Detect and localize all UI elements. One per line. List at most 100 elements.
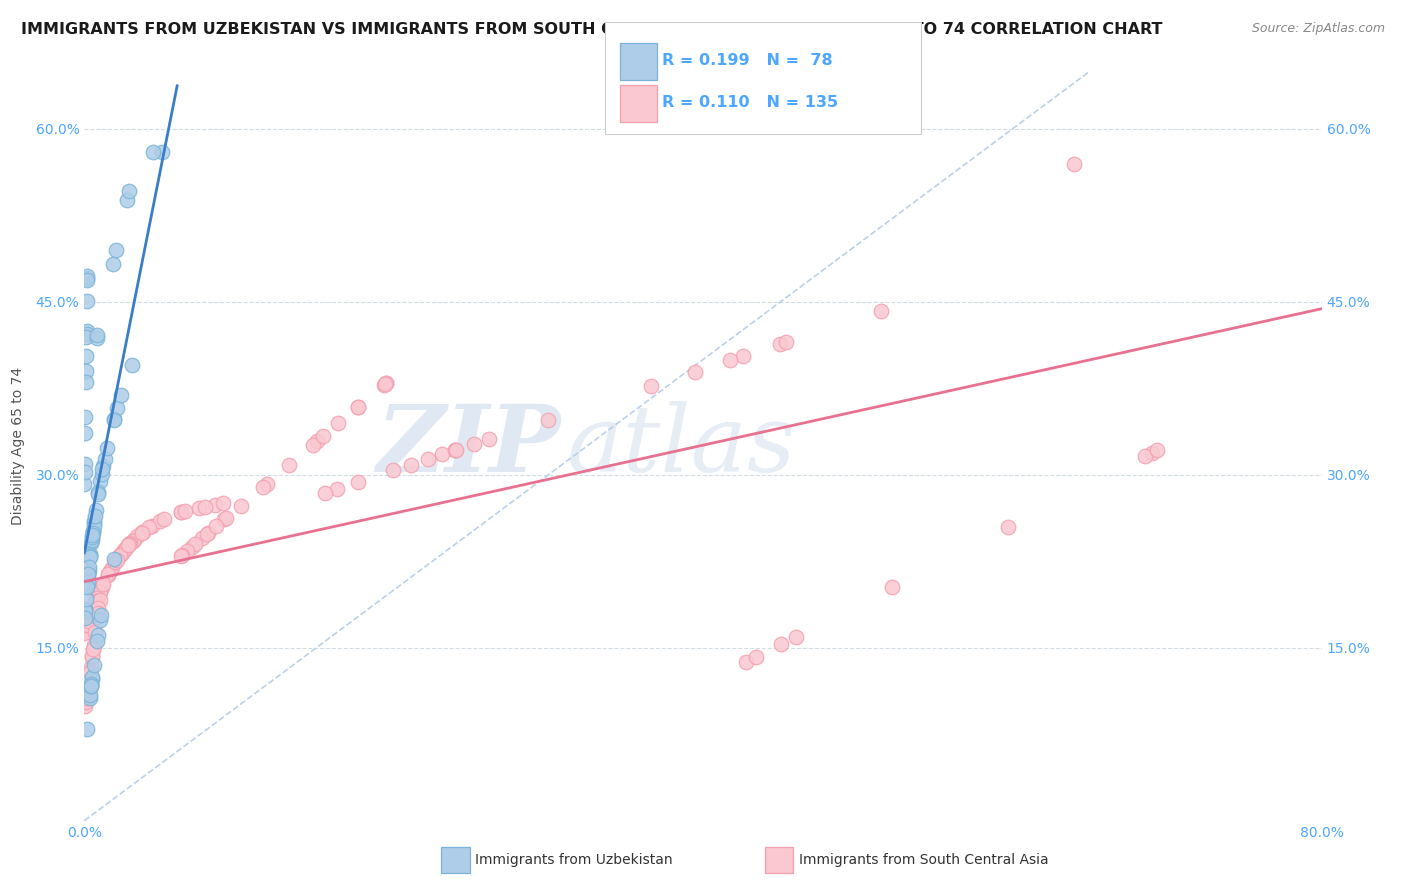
Point xyxy=(89,474,111,488)
Point xyxy=(77,565,100,579)
Point xyxy=(112,543,135,558)
Point xyxy=(75,622,97,636)
Point xyxy=(170,506,193,520)
Point xyxy=(93,451,115,466)
Point xyxy=(375,376,398,390)
Point xyxy=(79,665,101,679)
Point xyxy=(76,616,98,631)
Point xyxy=(89,614,111,628)
Point xyxy=(76,580,98,594)
Point xyxy=(374,376,396,391)
Point xyxy=(478,432,501,446)
Point xyxy=(79,549,101,563)
Point xyxy=(131,525,153,540)
Point xyxy=(73,625,96,640)
Point xyxy=(97,567,120,582)
Point xyxy=(75,410,97,425)
Point xyxy=(75,602,97,616)
Point xyxy=(735,656,758,670)
Point xyxy=(83,657,105,672)
Point xyxy=(374,376,396,391)
Point xyxy=(80,649,103,664)
Point xyxy=(87,606,110,620)
Point xyxy=(87,487,110,501)
Point xyxy=(87,606,110,620)
Point xyxy=(75,349,97,363)
Point xyxy=(170,505,193,519)
Point xyxy=(252,480,274,494)
Point xyxy=(127,529,149,543)
Point xyxy=(997,520,1019,534)
Point xyxy=(86,609,108,624)
Point xyxy=(75,623,97,637)
Text: Immigrants from South Central Asia: Immigrants from South Central Asia xyxy=(799,853,1049,867)
Point xyxy=(401,458,423,472)
Point xyxy=(90,607,112,622)
Point xyxy=(83,638,105,652)
Point xyxy=(141,518,163,533)
Point xyxy=(80,677,103,691)
Point xyxy=(103,412,125,426)
Point xyxy=(346,400,368,414)
Point xyxy=(79,549,101,564)
Point xyxy=(90,467,112,481)
Point xyxy=(76,268,98,283)
Point xyxy=(82,528,104,542)
Point xyxy=(775,334,797,349)
Point xyxy=(76,326,98,341)
Point xyxy=(80,670,103,684)
Text: R = 0.110   N = 135: R = 0.110 N = 135 xyxy=(662,95,838,110)
Point xyxy=(215,511,238,525)
Point xyxy=(745,650,768,665)
Point xyxy=(1140,446,1163,460)
Point xyxy=(75,426,97,441)
Point xyxy=(444,443,467,458)
Point xyxy=(84,595,107,609)
Point xyxy=(121,358,143,372)
Point xyxy=(82,525,104,540)
Point xyxy=(87,588,110,602)
Point xyxy=(347,475,370,489)
Point xyxy=(73,626,96,640)
Point xyxy=(122,533,145,547)
Point xyxy=(76,690,98,705)
Point xyxy=(80,533,103,548)
Point xyxy=(97,567,120,582)
Point xyxy=(96,441,118,455)
Point xyxy=(77,566,100,581)
Point xyxy=(91,577,114,591)
Text: Source: ZipAtlas.com: Source: ZipAtlas.com xyxy=(1251,22,1385,36)
Point xyxy=(83,519,105,533)
Point xyxy=(98,565,121,579)
Point xyxy=(76,578,98,592)
Point xyxy=(75,695,97,709)
Point xyxy=(180,540,202,554)
Point xyxy=(103,552,125,566)
Point xyxy=(882,580,904,594)
Point xyxy=(769,337,792,351)
Point xyxy=(463,437,485,451)
Point xyxy=(256,476,278,491)
Point xyxy=(89,592,111,607)
Y-axis label: Disability Age 65 to 74: Disability Age 65 to 74 xyxy=(10,367,24,525)
Point xyxy=(131,524,153,539)
Point xyxy=(105,553,128,567)
Point xyxy=(110,388,132,402)
Point xyxy=(195,527,218,541)
Point xyxy=(76,617,98,632)
Point xyxy=(326,417,349,431)
Point xyxy=(76,619,98,633)
Point xyxy=(75,691,97,706)
Point xyxy=(1146,443,1168,458)
Point xyxy=(142,145,165,159)
Point xyxy=(79,660,101,674)
Point xyxy=(212,512,235,526)
Point xyxy=(718,353,741,368)
Point xyxy=(188,500,211,515)
Point xyxy=(312,429,335,443)
Point xyxy=(117,538,139,552)
Point xyxy=(84,503,107,517)
Point xyxy=(89,585,111,599)
Point xyxy=(110,548,132,562)
Point xyxy=(101,560,124,574)
